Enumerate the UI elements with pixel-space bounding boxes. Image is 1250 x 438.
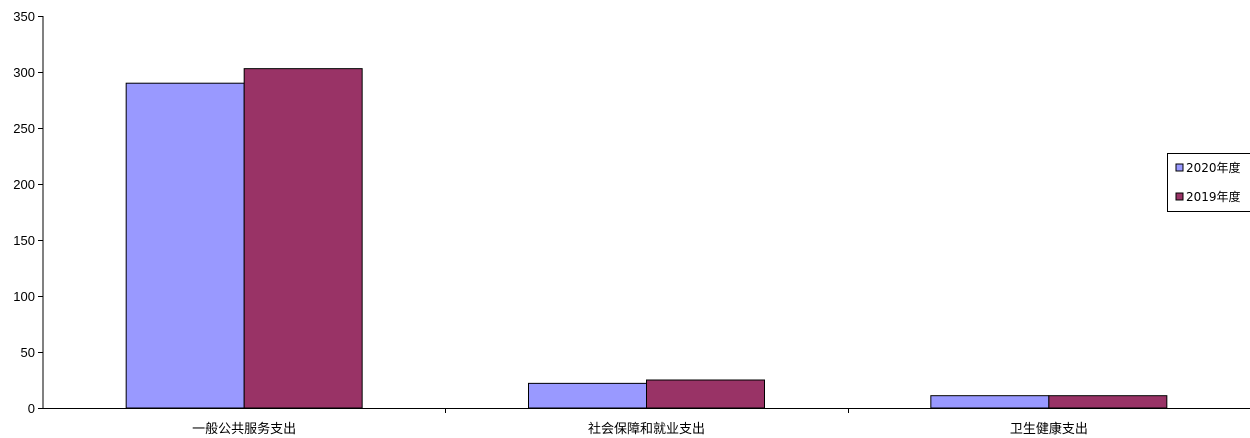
y-tick-label: 100 xyxy=(13,289,35,304)
y-tick-label: 300 xyxy=(13,65,35,80)
legend-label: 2019年度 xyxy=(1186,189,1241,204)
y-tick-label: 0 xyxy=(28,401,35,416)
x-category-label: 一般公共服务支出 xyxy=(192,421,296,437)
y-tick-label: 250 xyxy=(13,121,35,136)
legend-swatch xyxy=(1175,192,1184,201)
bar-series-1 xyxy=(528,382,647,409)
x-category-label: 社会保障和就业支出 xyxy=(588,421,705,437)
bar-series-2 xyxy=(646,379,765,409)
legend-box xyxy=(1167,153,1250,212)
x-axis xyxy=(43,408,1250,413)
bar-series-1 xyxy=(125,82,245,409)
y-tick-label: 350 xyxy=(13,9,35,24)
legend: 2020年度 2019年度 xyxy=(1167,153,1250,212)
y-tick-label: 200 xyxy=(13,177,35,192)
x-category-label: 卫生健康支出 xyxy=(1010,421,1088,437)
y-tick-label: 150 xyxy=(13,233,35,248)
y-axis: 0 50 100 150 200 250 300 350 xyxy=(13,9,44,416)
category-labels: 一般公共服务支出 社会保障和就业支出 卫生健康支出 xyxy=(192,421,1088,437)
bar-series-1 xyxy=(930,395,1050,409)
bar-series-2 xyxy=(1048,395,1168,409)
legend-label: 2020年度 xyxy=(1186,160,1241,175)
bar-series-2 xyxy=(243,68,363,409)
bars xyxy=(125,68,1168,409)
legend-swatch xyxy=(1175,163,1184,172)
y-tick-label: 50 xyxy=(21,345,35,360)
